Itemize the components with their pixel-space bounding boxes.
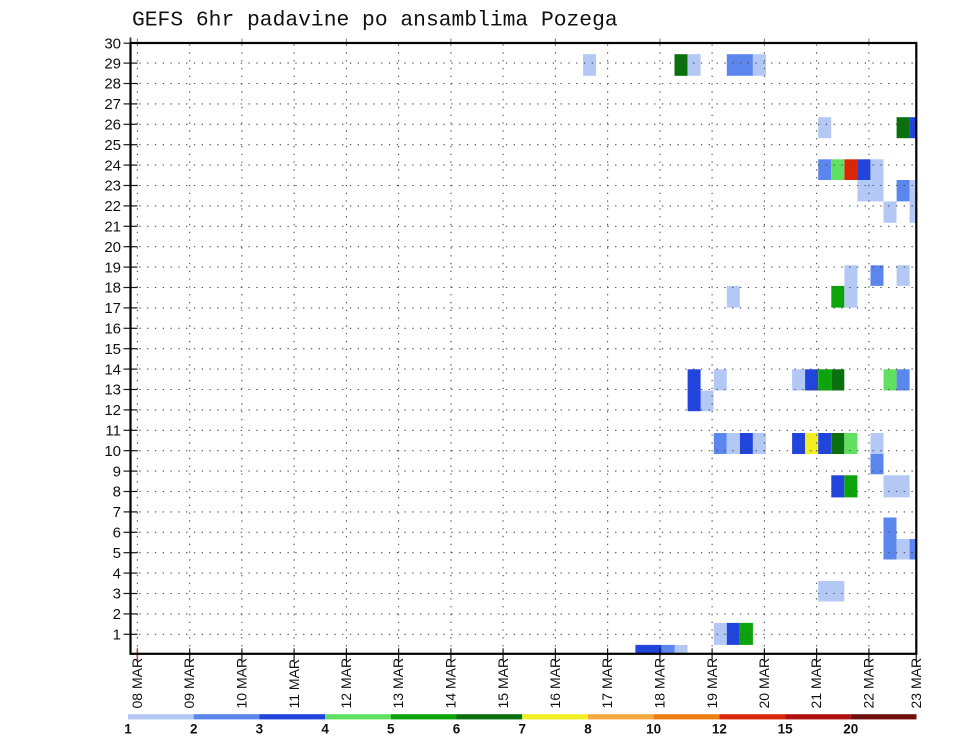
svg-text:7: 7 [519,722,527,737]
svg-text:15: 15 [104,341,121,358]
svg-text:17: 17 [104,300,121,317]
svg-text:13: 13 [104,382,121,399]
svg-text:29: 29 [104,55,121,72]
svg-text:10: 10 [104,443,121,460]
svg-text:8: 8 [113,484,121,501]
svg-text:15: 15 [778,722,794,737]
svg-text:14: 14 [104,361,121,378]
svg-text:3: 3 [113,586,121,603]
svg-text:3: 3 [256,722,264,737]
svg-text:10 MAR: 10 MAR [234,658,250,709]
svg-text:20: 20 [843,722,858,737]
svg-text:17 MAR: 17 MAR [599,658,615,709]
svg-text:12 MAR: 12 MAR [338,658,354,709]
svg-text:9: 9 [113,463,121,480]
svg-text:28: 28 [104,76,121,93]
svg-text:2: 2 [190,722,198,737]
svg-text:2: 2 [113,606,121,623]
svg-text:21: 21 [104,219,121,236]
svg-text:5: 5 [387,722,395,737]
svg-text:1: 1 [113,627,121,644]
svg-text:14 MAR: 14 MAR [443,658,459,709]
svg-text:5: 5 [113,545,121,562]
svg-text:12: 12 [712,722,727,737]
svg-text:4: 4 [321,722,329,737]
svg-text:09 MAR: 09 MAR [181,658,197,709]
svg-text:24: 24 [104,157,121,174]
svg-text:22 MAR: 22 MAR [861,658,877,709]
svg-text:19 MAR: 19 MAR [704,658,720,709]
svg-text:10: 10 [646,722,661,737]
svg-text:8: 8 [584,722,592,737]
svg-text:23: 23 [104,178,121,195]
svg-text:27: 27 [104,96,121,113]
svg-text:7: 7 [113,504,121,521]
svg-text:22: 22 [104,198,121,215]
svg-text:26: 26 [104,117,121,134]
svg-text:20 MAR: 20 MAR [756,658,772,709]
svg-text:11 MAR: 11 MAR [286,659,302,709]
svg-text:23 MAR: 23 MAR [908,658,924,709]
svg-text:18: 18 [104,280,121,297]
svg-text:16 MAR: 16 MAR [547,658,563,709]
svg-text:19: 19 [104,259,121,276]
svg-text:13 MAR: 13 MAR [390,658,406,709]
svg-text:15 MAR: 15 MAR [495,658,511,709]
svg-text:1: 1 [124,722,132,737]
svg-text:25: 25 [104,137,121,154]
svg-text:11: 11 [105,423,121,440]
svg-text:GEFS 6hr padavine po ansamblim: GEFS 6hr padavine po ansamblima Pozega [132,9,618,33]
svg-text:6: 6 [113,525,121,542]
svg-text:6: 6 [453,722,461,737]
svg-text:4: 4 [113,565,121,582]
svg-text:08 MAR: 08 MAR [129,658,145,709]
svg-text:21 MAR: 21 MAR [808,658,824,709]
svg-text:20: 20 [104,239,121,256]
svg-text:30: 30 [104,35,121,52]
svg-text:16: 16 [104,321,121,338]
svg-text:18 MAR: 18 MAR [652,658,668,709]
svg-text:12: 12 [104,402,121,419]
